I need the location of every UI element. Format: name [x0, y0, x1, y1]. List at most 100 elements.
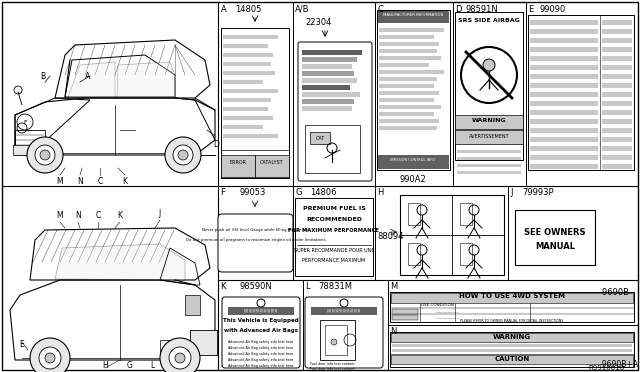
Text: 14805: 14805 [235, 5, 261, 14]
Bar [302, 57, 357, 62]
Text: C: C [377, 5, 383, 14]
Bar [530, 38, 598, 43]
Bar [228, 307, 294, 315]
Text: K: K [122, 177, 127, 186]
Bar [400, 195, 504, 275]
Text: EMISSION CONTROL INFO: EMISSION CONTROL INFO [390, 158, 435, 162]
Circle shape [175, 353, 185, 363]
Bar [602, 92, 632, 97]
Bar [530, 56, 598, 61]
Bar [408, 203, 420, 225]
Bar [320, 320, 355, 360]
Bar [457, 164, 521, 167]
Text: 78831M: 78831M [318, 282, 352, 291]
Text: CATALYST: CATALYST [260, 160, 284, 164]
FancyBboxPatch shape [298, 42, 372, 181]
Bar [223, 80, 263, 84]
Text: E: E [528, 5, 533, 14]
Bar [530, 83, 598, 88]
Bar [404, 200, 448, 228]
Bar [602, 47, 632, 52]
FancyBboxPatch shape [305, 297, 383, 368]
Bar [377, 10, 450, 170]
Bar [456, 240, 500, 268]
Bar [221, 155, 255, 177]
Text: J: J [510, 188, 513, 197]
Bar [602, 164, 632, 169]
Bar [190, 330, 217, 355]
Bar [455, 130, 523, 144]
Text: 98590N: 98590N [240, 282, 273, 291]
Text: L: L [150, 361, 154, 370]
Bar [302, 50, 362, 55]
Bar [223, 116, 273, 120]
Bar [223, 71, 275, 75]
Bar [295, 198, 373, 276]
Bar [602, 83, 632, 88]
Text: 22304: 22304 [305, 18, 332, 27]
Text: Never push oil (Oil level Gauge while filling Engine oils.: Never push oil (Oil level Gauge while fi… [202, 228, 310, 232]
Text: R9910010: R9910010 [588, 365, 624, 371]
Bar [530, 47, 598, 52]
Circle shape [169, 347, 191, 369]
Text: -9690B+A: -9690B+A [600, 360, 639, 369]
Bar [379, 70, 444, 74]
Text: F: F [23, 119, 27, 125]
Text: J: J [159, 209, 161, 218]
Text: -9690B: -9690B [600, 288, 630, 297]
Text: N: N [75, 211, 81, 220]
Bar [379, 77, 437, 81]
Text: WARNING: WARNING [472, 118, 506, 122]
Text: A: A [85, 72, 91, 81]
Bar [223, 62, 271, 66]
Text: Do use premium oil programs to maximize engine oil under limitations.: Do use premium oil programs to maximize … [186, 238, 326, 242]
Bar [528, 15, 634, 170]
Text: 88094: 88094 [377, 232, 403, 241]
Bar [602, 74, 632, 79]
Bar [455, 115, 523, 129]
Bar [379, 119, 439, 123]
Text: CAUTION: CAUTION [494, 356, 530, 362]
Bar [310, 132, 330, 144]
Bar [602, 137, 632, 142]
Bar [378, 155, 449, 169]
Bar [530, 101, 598, 106]
Bar [530, 164, 598, 169]
Bar [223, 134, 278, 138]
Bar [602, 128, 632, 133]
Text: K: K [118, 211, 122, 220]
Text: MANUFACTURER INFORMATION: MANUFACTURER INFORMATION [383, 13, 443, 17]
Bar [392, 349, 632, 352]
Text: with Advanced Air Bags: with Advanced Air Bags [224, 328, 298, 333]
Bar [391, 355, 633, 364]
Text: WARNING: WARNING [493, 334, 531, 340]
Text: USE CONDITION: USE CONDITION [420, 303, 453, 307]
Bar [379, 49, 437, 53]
Bar [379, 56, 441, 60]
Text: |||||||||||||||||||||||||: ||||||||||||||||||||||||| [244, 308, 278, 312]
Bar [160, 340, 190, 355]
Text: MANUAL: MANUAL [535, 242, 575, 251]
Bar [602, 110, 632, 115]
Bar [223, 89, 278, 93]
Text: This Vehicle is Equipped: This Vehicle is Equipped [223, 318, 299, 323]
Bar [530, 92, 598, 97]
Text: M: M [57, 177, 63, 186]
Bar [302, 99, 354, 104]
Bar [530, 119, 598, 124]
Text: Advanced Air Bag safety info text here.: Advanced Air Bag safety info text here. [228, 358, 294, 362]
Bar [602, 38, 632, 43]
Text: K: K [220, 282, 225, 291]
Bar [515, 210, 595, 265]
Bar [392, 315, 418, 320]
Bar [379, 28, 444, 32]
Circle shape [483, 59, 495, 71]
Text: L: L [305, 282, 310, 291]
Bar [302, 78, 357, 83]
Text: 98591N: 98591N [466, 5, 499, 14]
Bar [390, 332, 634, 367]
Polygon shape [68, 62, 115, 97]
Bar [602, 101, 632, 106]
Bar [302, 71, 354, 76]
Bar [325, 325, 347, 355]
